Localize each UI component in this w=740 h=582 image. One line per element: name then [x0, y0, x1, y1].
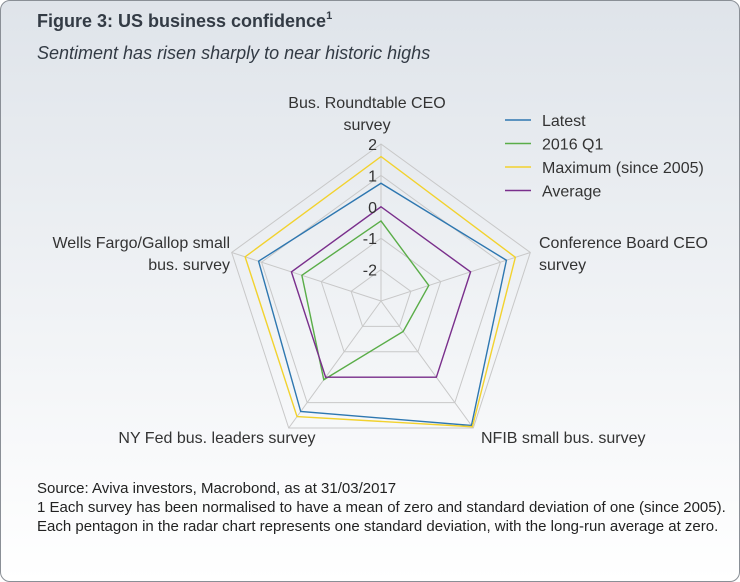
series-polygon: [301, 219, 430, 381]
series-polygon: [244, 155, 517, 428]
series-polygon: [257, 182, 508, 427]
tick-label: 0: [368, 200, 377, 217]
grid-spoke: [288, 300, 382, 429]
axis-label: Conference Board CEO survey: [539, 235, 708, 274]
grid-ring: [231, 143, 531, 429]
radar-series: [244, 155, 517, 428]
radar-grid: [231, 143, 531, 429]
legend-label: Maximum (since 2005): [542, 160, 704, 177]
figure-title: Figure 3: US business confidence1: [37, 10, 333, 31]
grid-spoke: [380, 252, 531, 302]
axis-label: NFIB small bus. survey: [481, 430, 645, 447]
footnote: 1 Each survey has been normalised to hav…: [37, 499, 726, 535]
source-note: Source: Aviva investors, Macrobond, as a…: [37, 480, 397, 497]
tick-label: 2: [368, 137, 377, 154]
figure-subtitle: Sentiment has risen sharply to near hist…: [37, 43, 431, 63]
chart-legend: Latest 2016 Q1 Maximum (since 2005) Average: [505, 113, 704, 201]
radar-chart: 2 1 0 -1 -2 Bus. Roundtable CEO survey Confere…: [52, 95, 708, 447]
legend-label: Latest: [542, 113, 586, 130]
axis-label: Bus. Roundtable CEO survey: [288, 95, 445, 134]
series-polygon: [290, 205, 472, 378]
grid-spoke: [231, 252, 382, 302]
axis-label: NY Fed bus. leaders survey: [118, 430, 315, 447]
legend-label: 2016 Q1: [542, 137, 603, 154]
axis-label: Wells Fargo/Gallop small bus. survey: [52, 235, 230, 274]
grid-spoke: [380, 300, 474, 429]
radar-ticks: 2 1 0 -1 -2: [363, 137, 377, 280]
tick-label: -1: [363, 231, 377, 248]
radar-axis-labels: Bus. Roundtable CEO survey Conference Boar…: [52, 95, 708, 447]
tick-label: -2: [363, 263, 377, 280]
tick-label: 1: [368, 168, 377, 185]
title-footnote-mark: 1: [326, 10, 333, 22]
legend-label: Average: [542, 184, 601, 201]
grid-ring: [320, 237, 442, 353]
grid-ring: [350, 268, 412, 327]
grid-ring: [260, 174, 502, 404]
figure-footer: Source: Aviva investors, Macrobond, as a…: [37, 479, 727, 536]
